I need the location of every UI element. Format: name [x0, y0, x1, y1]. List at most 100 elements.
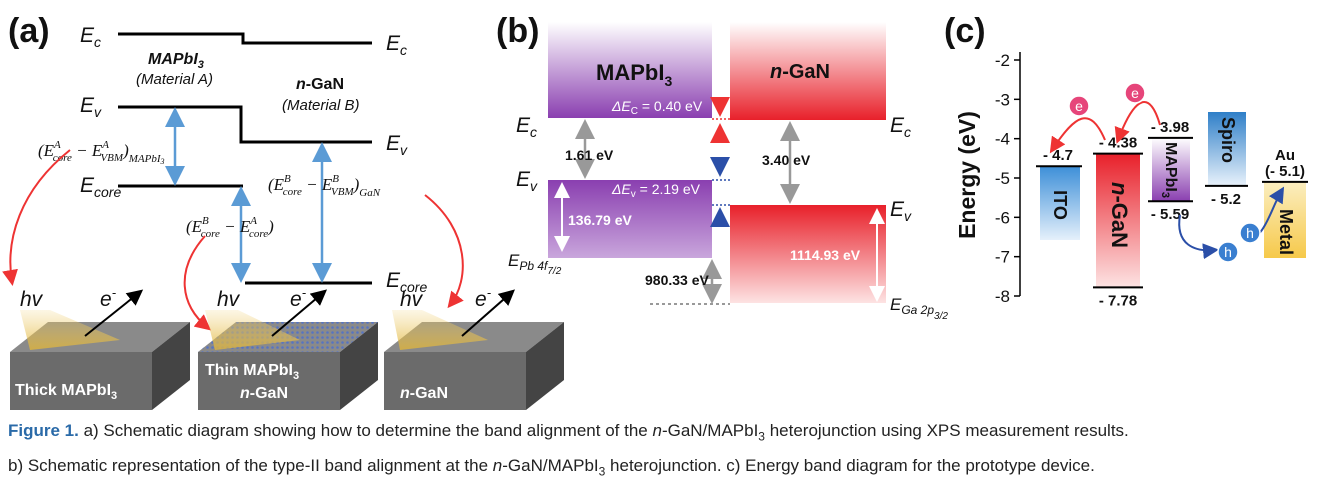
caption-text: n	[652, 421, 661, 440]
text-part: e	[475, 288, 487, 311]
text-part: 3	[198, 59, 204, 71]
photon-label: hv	[400, 288, 424, 311]
text-part: E	[386, 32, 401, 55]
caption-text: heterojunction using XPS measurement res…	[765, 421, 1129, 440]
text-part: B	[202, 215, 209, 227]
text-part: − E	[302, 175, 333, 194]
caption-text: 3	[758, 429, 765, 443]
text-part: 3	[664, 73, 672, 89]
text-part: v	[400, 142, 408, 158]
text-part: n	[770, 61, 782, 83]
text-part: n	[400, 385, 410, 402]
text-part: -GaN	[410, 385, 448, 402]
ev-label: Ev	[80, 94, 102, 120]
text-part: VBM	[100, 152, 123, 164]
level-label: - 7.78	[1099, 292, 1137, 309]
ec-label: Ec	[890, 114, 911, 140]
text-part: -GaN	[306, 76, 344, 93]
text-part: c	[400, 42, 407, 58]
y-tick-label: -8	[995, 287, 1010, 306]
panel-label: (a)	[8, 12, 50, 50]
panel-label: (c)	[944, 12, 986, 50]
text-part: E	[890, 198, 905, 221]
ev-label: Ev	[516, 168, 538, 194]
text-part: -GaN	[782, 61, 830, 83]
y-tick-label: -2	[995, 51, 1010, 70]
ev-label: Ev	[890, 198, 912, 224]
text-part: C	[631, 106, 638, 117]
text-part: B	[332, 173, 339, 185]
text-part: E	[890, 114, 905, 137]
text-part: A	[53, 139, 61, 151]
level-label: - 3.98	[1151, 119, 1189, 136]
caption: Figure 1. a) Schematic diagram showing h…	[8, 416, 1129, 487]
page: (a) Ec Ec MAPbI3 (Material A) n-GaN (Mat…	[0, 0, 1325, 498]
text-part: ΔE	[611, 98, 631, 114]
text-part: -	[487, 285, 492, 300]
text-part: 3/2	[934, 311, 948, 322]
material-name: Spiro	[1218, 117, 1238, 163]
gap-label: 1.61 eV	[565, 147, 614, 163]
material-name: n-GaN	[1107, 182, 1132, 248]
y-tick-label: -5	[995, 169, 1010, 188]
material-name: MAPbI	[1162, 142, 1179, 192]
material-name: n-GaN	[296, 76, 344, 93]
text-part: MAPbI	[128, 153, 162, 165]
text-part: -	[112, 285, 117, 300]
text-part: e	[290, 288, 302, 311]
level-label: - 5.59	[1151, 206, 1189, 223]
caption-line: Figure 1. a) Schematic diagram showing h…	[8, 416, 1129, 451]
arrow	[10, 150, 70, 282]
band-line	[118, 34, 372, 43]
text-part: − E	[220, 217, 251, 236]
caption-text: b) Schematic representation of the type-…	[8, 456, 493, 475]
text-part: Thick MAPbI	[15, 382, 111, 399]
y-tick-label: -3	[995, 90, 1010, 109]
text-part: = 0.40 eV	[638, 98, 703, 114]
material-name: 3	[1159, 192, 1171, 198]
material-name: n	[1107, 182, 1132, 195]
photon-label: hv	[217, 288, 241, 311]
text-part: Thin MAPbI	[205, 362, 293, 379]
photon-label: hv	[20, 288, 44, 311]
text-part: B	[284, 173, 291, 185]
level-label: Au	[1275, 147, 1295, 164]
carrier-label: e	[1131, 85, 1139, 101]
text-part: E	[386, 132, 401, 155]
ec-label: Ec	[80, 24, 101, 50]
ec-label: Ec	[516, 114, 537, 140]
figure: (a) Ec Ec MAPbI3 (Material A) n-GaN (Mat…	[0, 0, 1325, 415]
block-label: n-GaN	[240, 385, 288, 402]
carrier-label: h	[1246, 225, 1254, 241]
level-label: - 5.2	[1211, 191, 1241, 208]
text-part: E	[80, 174, 95, 197]
text-part: A	[101, 139, 109, 151]
arrow	[425, 195, 463, 305]
ev-label: Ev	[386, 132, 408, 158]
text-part: core	[249, 228, 268, 240]
caption-text: a) Schematic diagram showing how to dete…	[79, 421, 653, 440]
level-label: (- 5.1)	[1265, 163, 1305, 180]
text-part: − E	[72, 141, 103, 160]
text-part: c	[904, 124, 911, 140]
text-part: 3	[111, 390, 117, 402]
level-label: - 4.7	[1043, 147, 1073, 164]
electron-label: e-	[100, 285, 117, 311]
arrow	[1052, 118, 1105, 150]
text-part: E	[386, 269, 401, 292]
text-part: v	[94, 104, 102, 120]
text-part: n	[240, 385, 250, 402]
y-tick-label: -7	[995, 248, 1010, 267]
ecore-label: Ecore	[80, 174, 121, 200]
text-part: Pb 4f	[519, 259, 549, 273]
block-label: n-GaN	[400, 385, 448, 402]
material-name: n-GaN	[770, 61, 830, 83]
core-level-label: EGa 2p3/2	[890, 295, 948, 322]
material-name: ITO	[1050, 190, 1070, 220]
text-part: E	[80, 24, 95, 47]
caption-label: Figure 1.	[8, 421, 79, 440]
material-name: MAPbI3	[596, 60, 672, 89]
energy-diagram: -2-3-4-5-6-7-8- 4.7- 4.38- 7.78- 3.98- 5…	[995, 51, 1308, 309]
